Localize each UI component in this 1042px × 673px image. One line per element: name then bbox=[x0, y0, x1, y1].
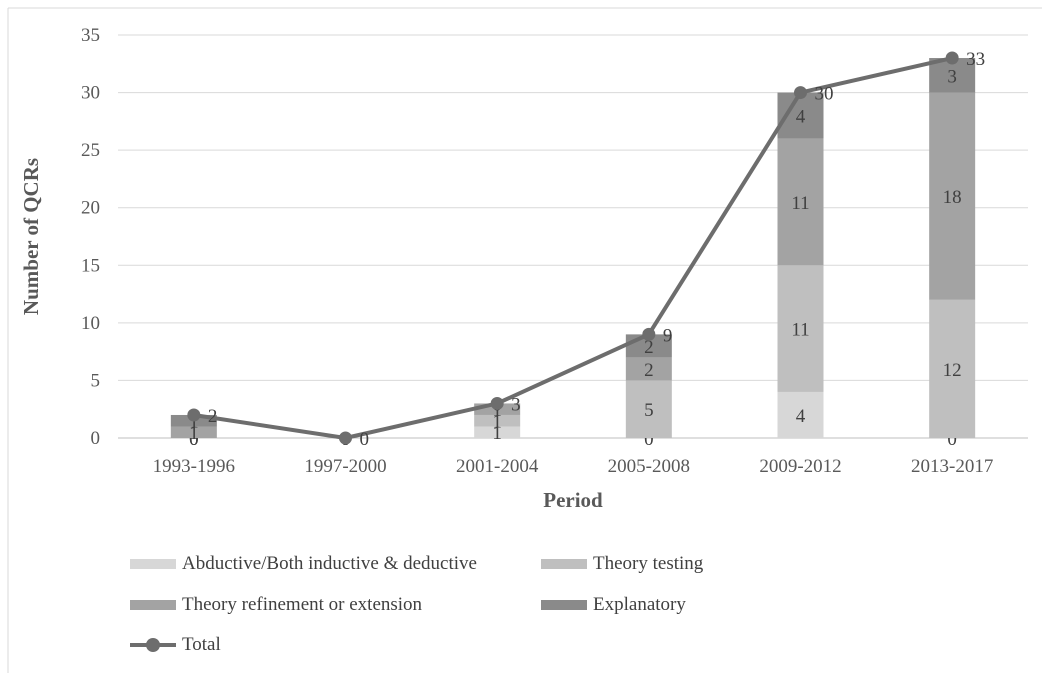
legend-label-theory-testing: Theory testing bbox=[593, 553, 704, 574]
bar-data-label: 0 bbox=[947, 429, 957, 450]
bar-segment bbox=[777, 265, 824, 392]
legend-swatch-abductive bbox=[130, 559, 176, 569]
x-axis-title: Period bbox=[543, 488, 603, 512]
bar-segment bbox=[170, 426, 217, 438]
bar-data-label: 5 bbox=[644, 400, 654, 421]
bar-data-label: 2 bbox=[644, 360, 654, 381]
legend-label-abductive: Abductive/Both inductive & deductive bbox=[182, 553, 477, 574]
total-point bbox=[339, 431, 352, 445]
total-point bbox=[794, 86, 807, 100]
total-point bbox=[187, 408, 201, 422]
bar-segment bbox=[929, 92, 976, 300]
x-tick-label: 2013-2017 bbox=[911, 456, 993, 477]
legend-item-explanatory: Explanatory bbox=[541, 594, 686, 616]
x-tick-label: 2001-2004 bbox=[456, 456, 539, 477]
legend-label-explanatory: Explanatory bbox=[593, 594, 686, 615]
bar-data-label: 18 bbox=[943, 187, 962, 208]
legend-swatch-theory-testing bbox=[541, 559, 587, 569]
total-point bbox=[490, 396, 504, 410]
x-tick-label: 2009-2012 bbox=[759, 456, 841, 477]
legend-swatch-total bbox=[130, 638, 176, 652]
bar-data-label: 3 bbox=[947, 66, 957, 87]
legend-item-theory-testing: Theory testing bbox=[541, 553, 703, 575]
y-tick-label: 30 bbox=[81, 83, 100, 104]
bar-segment bbox=[625, 380, 672, 438]
bar-segment bbox=[474, 426, 521, 438]
legend-item-total: Total bbox=[130, 634, 221, 656]
bar-segment bbox=[777, 138, 824, 266]
bar-data-label: 1 bbox=[492, 423, 502, 444]
y-tick-label: 25 bbox=[81, 140, 100, 161]
bar-data-label: 1 bbox=[189, 412, 199, 433]
bar-segment bbox=[474, 414, 521, 427]
y-tick-label: 5 bbox=[91, 370, 101, 391]
y-tick-label: 20 bbox=[81, 198, 100, 219]
total-data-label: 0 bbox=[360, 429, 370, 450]
y-tick-label: 0 bbox=[91, 428, 101, 449]
bar-data-label: 1 bbox=[492, 412, 502, 433]
bar-segment bbox=[625, 357, 672, 381]
bar-data-label: 2 bbox=[644, 337, 654, 358]
legend-item-abductive: Abductive/Both inductive & deductive bbox=[130, 553, 477, 575]
legend-label-theory-refinement: Theory refinement or extension bbox=[182, 594, 423, 615]
total-data-label: 2 bbox=[208, 406, 218, 427]
bar-data-label: 0 bbox=[189, 429, 199, 450]
bar-segment bbox=[929, 299, 976, 438]
x-tick-label: 1993-1996 bbox=[153, 456, 235, 477]
bar-data-label: 4 bbox=[796, 107, 806, 128]
total-point bbox=[945, 51, 959, 65]
total-line bbox=[193, 56, 953, 440]
x-tick-label: 2005-2008 bbox=[608, 456, 690, 477]
x-tick-label: 1997-2000 bbox=[304, 456, 386, 477]
total-data-label: 9 bbox=[663, 325, 673, 346]
total-point bbox=[642, 327, 656, 341]
bar-data-label: 12 bbox=[943, 360, 962, 381]
bar-segment bbox=[777, 391, 824, 438]
legend-item-theory-refinement: Theory refinement or extension bbox=[130, 594, 422, 616]
y-tick-label: 35 bbox=[81, 25, 100, 46]
bar-data-label: 4 bbox=[796, 406, 806, 427]
total-data-label: 30 bbox=[815, 84, 834, 105]
y-tick-label: 10 bbox=[81, 313, 100, 334]
bar-data-label: 11 bbox=[791, 320, 809, 341]
bar-data-label: 0 bbox=[644, 429, 654, 450]
legend-swatch-theory-refinement bbox=[130, 600, 176, 610]
legend-label-total: Total bbox=[182, 634, 221, 655]
bar-data-label: 11 bbox=[791, 193, 809, 214]
total-data-label: 3 bbox=[511, 394, 520, 415]
legend-swatch-explanatory bbox=[541, 600, 587, 610]
total-data-label: 33 bbox=[966, 49, 985, 70]
bar-data-label: 0 bbox=[189, 429, 199, 450]
bar-data-label: 1 bbox=[189, 423, 199, 444]
y-tick-label: 15 bbox=[81, 255, 100, 276]
bar-data-label: 1 bbox=[492, 400, 502, 421]
y-axis-title: Number of QCRs bbox=[19, 158, 43, 315]
